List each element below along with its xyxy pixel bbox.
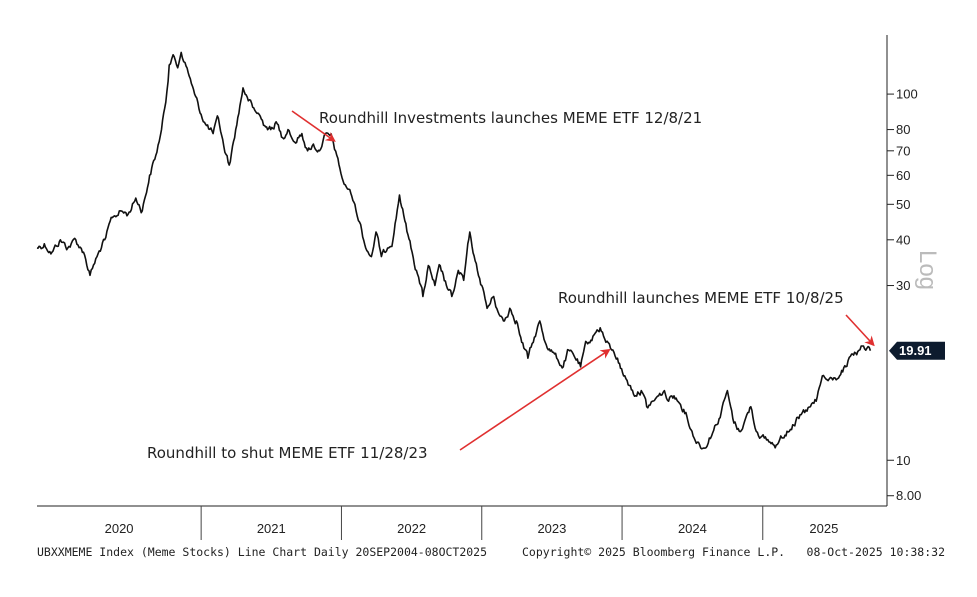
y-tick-label: 80: [896, 122, 910, 137]
x-tick-label: 2024: [678, 521, 707, 536]
annotations-group: Roundhill Investments launches MEME ETF …: [147, 109, 875, 462]
y-tick-label: 40: [896, 232, 910, 247]
x-tick-label: 2025: [809, 521, 838, 536]
chart-footer: UBXXMEME Index (Meme Stocks) Line Chart …: [37, 545, 945, 559]
y-tick-label: 10: [896, 453, 910, 468]
last-value-label: 19.91: [899, 343, 932, 358]
y-tick-label: 60: [896, 168, 910, 183]
footer-right: 08-Oct-2025 10:38:32: [807, 545, 945, 559]
last-value-tag: 19.91: [889, 341, 945, 360]
annotation-text: Roundhill Investments launches MEME ETF …: [319, 109, 702, 127]
annotation-text: Roundhill launches MEME ETF 10/8/25: [558, 289, 844, 307]
x-tick-label: 2022: [397, 521, 426, 536]
x-tick-label: 2023: [537, 521, 566, 536]
annotation-arrow: [459, 348, 611, 451]
y-tick-label: 50: [896, 197, 910, 212]
y-tick-label: 70: [896, 143, 910, 158]
annotation: Roundhill to shut MEME ETF 11/28/23: [147, 348, 611, 462]
series-line: [36, 51, 872, 450]
x-tick-label: 2020: [105, 521, 134, 536]
y-axis-title: Log: [914, 250, 941, 290]
annotation-text: Roundhill to shut MEME ETF 11/28/23: [147, 444, 428, 462]
y-tick-label: 30: [896, 278, 910, 293]
footer-left: UBXXMEME Index (Meme Stocks) Line Chart …: [37, 545, 487, 559]
y-tick-label: 8.00: [896, 488, 921, 503]
x-tick-label: 2021: [257, 521, 286, 536]
annotation: Roundhill launches MEME ETF 10/8/25: [558, 289, 875, 347]
last-value-badge: [889, 341, 945, 360]
footer-center: Copyright© 2025 Bloomberg Finance L.P.: [522, 545, 785, 559]
series-group: 19.91: [36, 51, 945, 450]
annotation-arrow: [845, 314, 875, 347]
annotation: Roundhill Investments launches MEME ETF …: [291, 109, 702, 142]
y-tick-label: 100: [896, 87, 918, 102]
annotation-arrow: [291, 110, 336, 142]
chart-axes: 8.00 10 30 40 50 60 70 80 100 2020 2021 2022 2023 202…: [37, 35, 921, 540]
